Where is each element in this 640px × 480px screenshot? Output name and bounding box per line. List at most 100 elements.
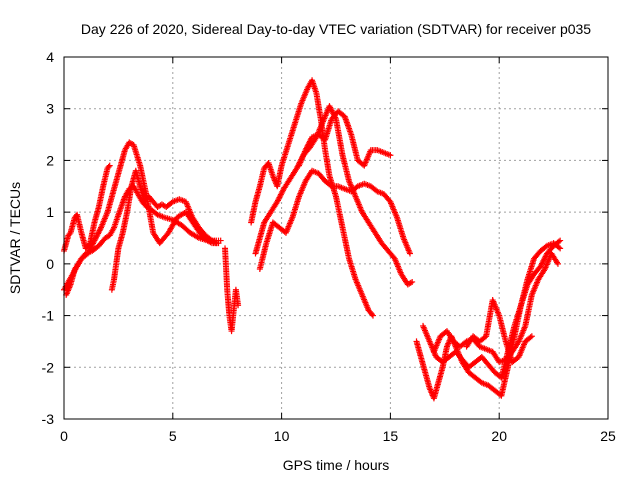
data-point-run: [342, 114, 354, 137]
data-point-run: [532, 249, 543, 261]
data-point-run: [156, 212, 166, 220]
data-point-run: [343, 186, 353, 194]
data-point-run: [257, 241, 269, 271]
data-point-run: [313, 91, 324, 121]
data-point-run: [281, 177, 293, 191]
data-point-run: [228, 309, 237, 333]
series-track-8: [256, 167, 413, 273]
data-point-run: [366, 220, 378, 235]
x-tick-label: 5: [169, 428, 177, 444]
data-point-run: [131, 184, 141, 196]
data-point-run: [164, 199, 175, 209]
data-point-run: [467, 370, 477, 380]
data-point-run: [401, 236, 413, 255]
data-point-run: [257, 166, 267, 188]
data-point: [387, 152, 394, 159]
x-tick-label: 25: [600, 428, 616, 444]
data-point-run: [498, 365, 511, 398]
data-point-run: [188, 230, 201, 241]
data-point-run: [420, 324, 432, 343]
data-point-run: [296, 179, 308, 199]
data-point-run: [379, 241, 391, 253]
data-point-run: [486, 362, 497, 375]
data-point-run: [399, 272, 410, 287]
y-axis-label: SDTVAR / TECUs: [7, 182, 23, 294]
data-point-run: [289, 195, 302, 219]
data-point-run: [549, 251, 561, 266]
data-point-run: [538, 251, 550, 269]
data-layer: [61, 77, 564, 402]
data-point-run: [296, 148, 308, 168]
series-track-11: [420, 237, 564, 381]
data-point: [369, 312, 376, 319]
x-tick-label: 0: [60, 428, 68, 444]
data-point: [554, 260, 561, 267]
data-point-run: [310, 168, 320, 176]
data-point-run: [157, 231, 171, 245]
data-point-run: [322, 148, 333, 178]
data-point-run: [362, 181, 373, 189]
data-point-run: [303, 169, 315, 183]
data-point-run: [431, 334, 443, 354]
data-point-run: [484, 346, 495, 355]
data-point-run: [179, 223, 192, 235]
data-point-run: [333, 195, 346, 230]
x-tick-label: 15: [383, 428, 399, 444]
data-point-run: [105, 163, 112, 170]
data-point-run: [298, 86, 311, 105]
data-point-run: [122, 187, 132, 199]
data-point-run: [418, 355, 428, 374]
data-point-run: [288, 166, 299, 181]
data-point-run: [262, 210, 273, 225]
data-point-run: [413, 339, 424, 359]
data-point-run: [339, 226, 352, 261]
data-point-run: [151, 200, 160, 209]
data-point: [406, 250, 413, 257]
data-point-run: [394, 215, 406, 240]
x-tick-label: 20: [491, 428, 507, 444]
plot-frame: [63, 56, 609, 420]
series-track-4: [108, 167, 220, 293]
series-track-2: [63, 139, 222, 298]
x-axis-label: GPS time / hours: [283, 457, 390, 473]
data-point-run: [510, 339, 521, 354]
data-point-run: [149, 207, 160, 217]
y-tick-label: -2: [42, 359, 55, 375]
data-point-run: [127, 140, 136, 148]
data-point-run: [333, 117, 346, 157]
data-point-run: [480, 380, 490, 388]
data-point-run: [516, 339, 528, 359]
data-point-run: [467, 360, 477, 370]
data-point-run: [177, 196, 188, 205]
series-track-9: [296, 108, 394, 169]
data-point-run: [183, 200, 195, 219]
data-point-run: [523, 334, 534, 344]
data-point-run: [322, 117, 335, 142]
data-point-run: [252, 184, 263, 204]
data-point-run: [536, 267, 547, 281]
data-point-run: [160, 202, 168, 210]
data-point-run: [361, 148, 374, 168]
data-point-run: [115, 231, 126, 250]
series-track-7: [252, 103, 416, 288]
data-point-run: [516, 324, 528, 343]
data-point-run: [381, 192, 393, 204]
data-point: [213, 240, 220, 247]
data-point: [235, 302, 242, 309]
data-point-run: [74, 213, 85, 235]
data-point-run: [262, 161, 271, 170]
data-point-run: [440, 354, 451, 365]
data-point-run: [96, 184, 106, 209]
data-point: [106, 162, 113, 169]
data-point-run: [303, 135, 315, 152]
data-point-run: [268, 200, 280, 214]
data-point-run: [146, 194, 156, 204]
data-point-run: [104, 195, 115, 214]
data-point-run: [353, 277, 365, 297]
data-point-run: [90, 243, 101, 253]
data-point-run: [248, 200, 259, 224]
data-point-run: [79, 251, 90, 261]
data-point-run: [252, 236, 263, 255]
data-point-run: [107, 226, 117, 237]
